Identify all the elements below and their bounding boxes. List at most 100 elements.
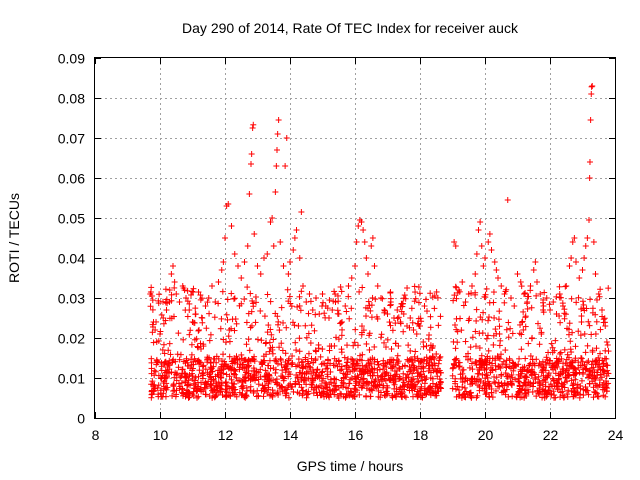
data-point (162, 299, 169, 306)
data-point (576, 369, 583, 376)
data-point (517, 321, 524, 328)
data-point (592, 271, 599, 277)
data-point (462, 388, 469, 395)
data-point (331, 375, 338, 382)
data-point (239, 385, 246, 392)
data-point (247, 383, 254, 390)
data-point (301, 374, 308, 381)
data-point (502, 370, 509, 377)
data-point (257, 366, 264, 373)
data-point (299, 392, 306, 399)
data-point (430, 354, 437, 361)
data-point (472, 328, 479, 335)
x-tick-label: 24 (608, 427, 624, 443)
data-point (391, 392, 398, 399)
data-point (208, 376, 215, 383)
data-point (289, 361, 296, 368)
data-point (377, 374, 384, 381)
data-point (163, 307, 170, 313)
data-point (278, 340, 285, 347)
data-point (404, 323, 410, 329)
data-point (588, 83, 595, 90)
data-point (362, 364, 369, 371)
data-point (523, 368, 530, 375)
data-point (280, 263, 287, 269)
data-point (335, 394, 342, 401)
data-point (465, 291, 472, 297)
data-point (245, 336, 252, 343)
data-point (449, 365, 456, 372)
data-point (170, 356, 177, 363)
data-point (222, 235, 228, 241)
data-point (200, 362, 207, 369)
data-point (319, 291, 326, 297)
data-point (285, 271, 292, 277)
data-point (400, 311, 407, 317)
data-point (247, 290, 254, 297)
data-point (199, 363, 206, 370)
data-point (238, 275, 245, 281)
data-point (356, 391, 363, 398)
data-point (272, 369, 279, 376)
data-point (207, 359, 214, 366)
data-point (437, 313, 444, 320)
data-point (189, 365, 196, 372)
data-point (327, 368, 334, 375)
y-tick-label: 0.01 (58, 371, 85, 387)
data-point (380, 360, 387, 367)
data-point (226, 338, 233, 345)
data-point (240, 382, 247, 389)
data-point (274, 321, 281, 328)
data-point (544, 391, 551, 398)
data-point (522, 373, 529, 380)
data-point (288, 303, 295, 310)
data-point (371, 343, 378, 350)
data-point (460, 302, 467, 309)
data-point (335, 357, 342, 364)
data-point (585, 391, 592, 398)
data-point (575, 359, 582, 366)
data-point (155, 382, 162, 389)
data-point (518, 394, 525, 401)
data-point (211, 386, 218, 393)
data-point (543, 295, 550, 301)
data-point (313, 383, 320, 390)
data-point (245, 310, 252, 317)
data-point (369, 294, 376, 301)
data-point (168, 297, 175, 304)
data-point (284, 286, 291, 293)
data-point (483, 389, 490, 396)
data-point (524, 367, 531, 374)
data-point (465, 350, 472, 357)
data-point (518, 370, 525, 377)
data-point (516, 330, 523, 337)
data-point (359, 284, 366, 291)
data-point (578, 318, 585, 325)
data-point (233, 320, 240, 327)
data-point (546, 301, 553, 308)
data-point (485, 347, 492, 354)
data-point (411, 365, 418, 372)
data-point (592, 389, 599, 396)
data-point (318, 372, 325, 379)
data-point (228, 325, 235, 332)
data-point (149, 297, 156, 304)
data-point (413, 331, 420, 337)
data-point (571, 235, 578, 241)
data-point (451, 362, 458, 369)
data-point (225, 201, 232, 207)
data-point (366, 302, 373, 309)
data-point (414, 369, 421, 376)
data-point (452, 243, 459, 249)
data-point (159, 346, 166, 353)
data-point (170, 388, 177, 395)
data-point (348, 305, 355, 312)
data-point (581, 361, 588, 368)
data-point (551, 392, 558, 399)
data-point (522, 390, 529, 397)
data-point (398, 386, 405, 393)
data-point (319, 346, 326, 353)
data-point (212, 393, 219, 400)
data-point (490, 341, 497, 348)
data-point (282, 163, 289, 169)
